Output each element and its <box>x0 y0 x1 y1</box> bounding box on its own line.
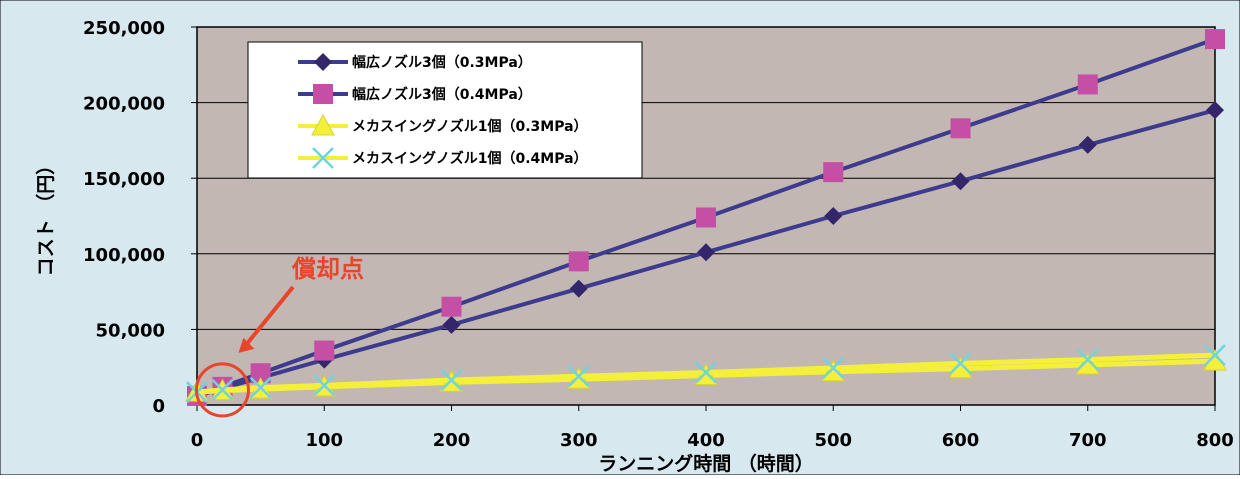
data-point <box>567 365 590 388</box>
data-point <box>822 357 845 379</box>
legend: 幅広ノズル3個（0.3MPa） 幅広ノズル3個（0.4MPa） メカスイングノズル1… <box>247 41 643 179</box>
x-tick-label: 0 <box>191 430 204 451</box>
legend-label: メカスイングノズル1個（0.3MPa） <box>352 118 588 135</box>
y-tick-label: 250,000 <box>83 18 165 39</box>
annotation-arrow <box>242 285 295 349</box>
legend-item: 幅広ノズル3個（0.3MPa） <box>298 53 532 71</box>
data-point <box>696 207 716 228</box>
x-tick-label: 700 <box>1069 430 1107 451</box>
annotation-circle <box>194 362 250 418</box>
annotation: 償却点 <box>194 255 364 418</box>
data-point <box>313 374 336 397</box>
data-point <box>442 315 461 334</box>
x-tick-label: 200 <box>433 430 471 451</box>
annotation-arrowhead <box>238 337 255 353</box>
x-tick-label: 300 <box>560 430 598 451</box>
data-point <box>824 207 843 225</box>
x-tick-label: 100 <box>305 430 343 451</box>
data-point-stroke <box>249 376 272 399</box>
data-point <box>440 369 463 391</box>
x-tick-label: 800 <box>1196 430 1234 451</box>
data-point <box>949 352 972 375</box>
data-point <box>313 84 333 104</box>
data-point <box>250 363 271 384</box>
data-point <box>1204 344 1226 366</box>
data-point-stroke <box>1076 348 1099 371</box>
x-tick-label: 500 <box>814 430 852 451</box>
legend-box <box>247 41 643 179</box>
data-point-stroke <box>695 361 717 384</box>
y-tick-label: 100,000 <box>83 245 165 266</box>
data-point <box>314 53 332 71</box>
data-point <box>311 113 335 136</box>
data-point <box>441 296 462 317</box>
data-point-stroke <box>1204 344 1226 366</box>
data-point <box>1077 74 1098 95</box>
y-tick-label: 0 <box>152 396 165 417</box>
data-point-stroke <box>567 365 590 388</box>
x-axis-title: ランニング時間 （時間） <box>598 452 814 475</box>
data-point-stroke <box>440 369 463 391</box>
legend-item: 幅広ノズル3個（0.4MPa） <box>298 84 532 104</box>
data-point-stroke <box>312 147 334 169</box>
legend-label: 幅広ノズル3個（0.3MPa） <box>352 54 532 71</box>
data-point-stroke <box>822 357 845 379</box>
data-point <box>314 340 335 361</box>
data-point <box>569 279 588 298</box>
data-point <box>697 243 715 262</box>
data-point <box>695 361 717 384</box>
y-tick-label: 200,000 <box>83 94 165 115</box>
data-point <box>1078 135 1097 154</box>
y-axis-ticks: 0 50,000 100,000 150,000 200,000 250,000 <box>83 18 197 417</box>
data-point <box>950 118 971 139</box>
data-point <box>951 172 970 191</box>
x-tick-label: 600 <box>942 430 980 451</box>
data-point <box>568 251 589 272</box>
data-point-stroke <box>211 378 234 401</box>
y-axis-title: コスト （円） <box>34 156 57 277</box>
data-point <box>1205 29 1225 50</box>
x-tick-label: 400 <box>687 430 725 451</box>
data-point <box>1076 348 1099 371</box>
x-axis-ticks: 0 100 200 300 400 500 600 700 800 <box>191 405 1234 451</box>
data-point <box>821 359 846 382</box>
legend-label: 幅広ノズル3個（0.4MPa） <box>352 86 532 103</box>
annotation-label: 償却点 <box>291 255 364 283</box>
y-tick-label: 50,000 <box>96 320 165 341</box>
data-point-stroke <box>313 374 336 397</box>
data-point <box>249 376 272 399</box>
data-point <box>823 162 844 183</box>
data-point <box>211 378 234 401</box>
data-point <box>312 147 334 169</box>
legend-item: メカスイングノズル1個（0.4MPa） <box>298 147 588 169</box>
legend-item: メカスイングノズル1個（0.3MPa） <box>298 113 588 136</box>
data-point-stroke <box>949 352 972 375</box>
y-tick-label: 150,000 <box>83 169 165 190</box>
data-point <box>1206 101 1224 120</box>
legend-label: メカスイングノズル1個（0.4MPa） <box>352 150 588 167</box>
